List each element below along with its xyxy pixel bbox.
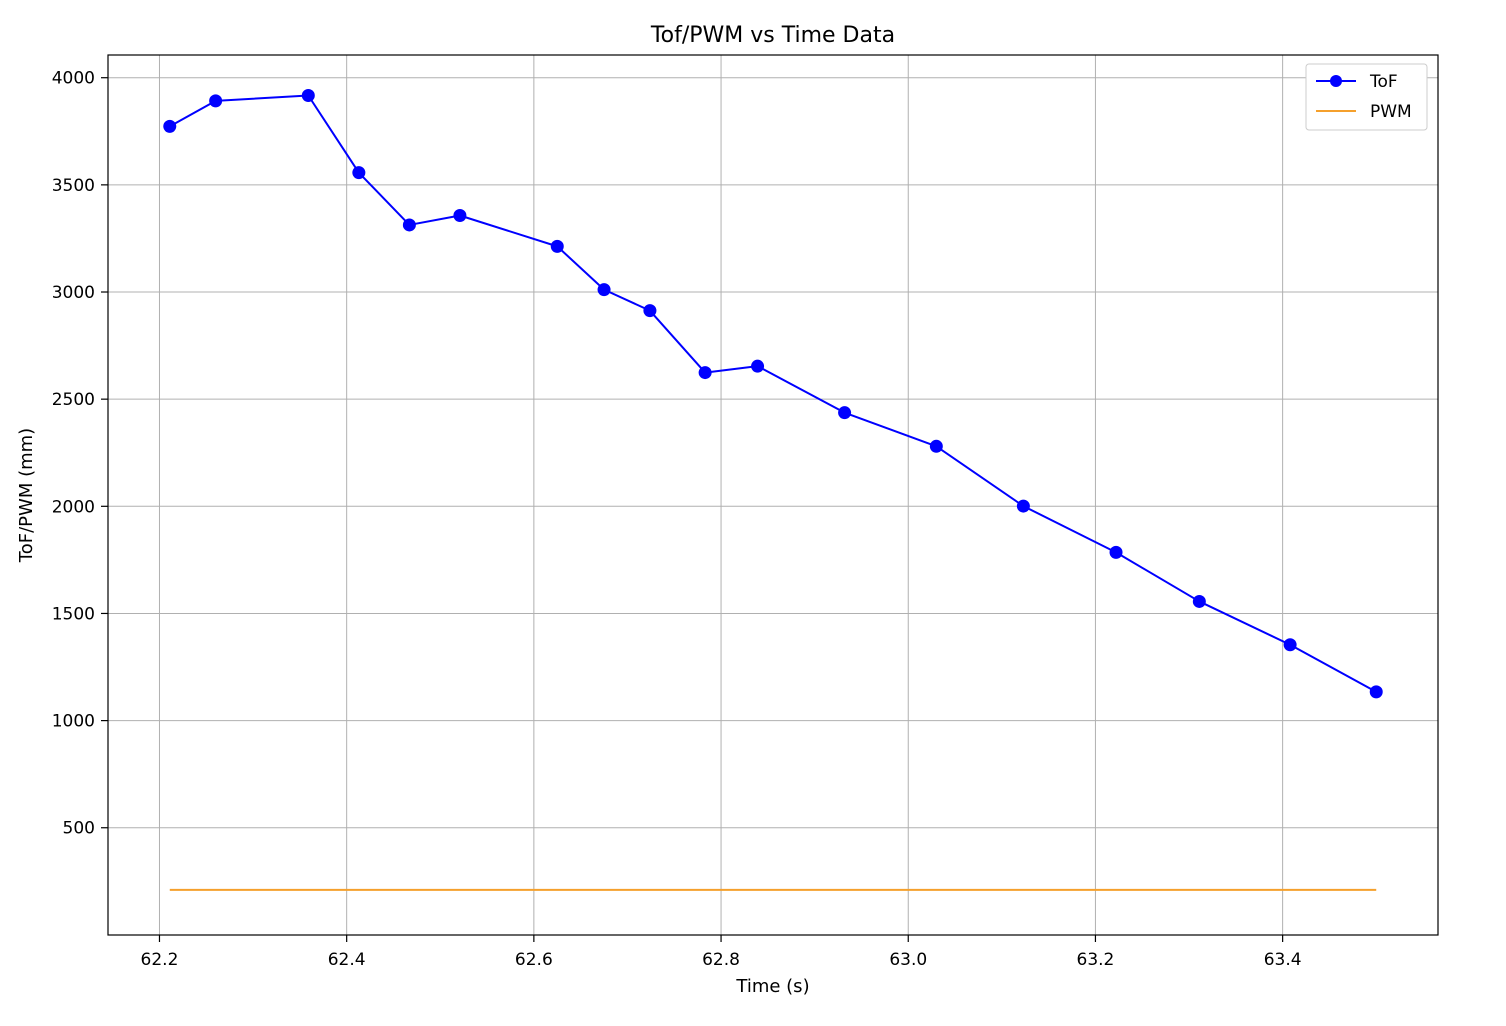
data-point-tof [597,283,611,297]
chart-title: Tof/PWM vs Time Data [650,23,895,48]
x-tick-label: 63.2 [1077,950,1115,970]
y-tick-label: 4000 [52,69,95,89]
x-tick-label: 62.2 [141,950,179,970]
legend: ToF PWM [1305,63,1428,131]
data-point-tof [402,218,416,232]
data-point-tof [751,359,765,373]
data-point-tof [643,304,657,318]
legend-marker-tof [1330,75,1342,87]
data-point-tof [301,89,315,102]
y-tick-label: 2000 [52,497,95,517]
x-axis-label: Time (s) [735,976,809,997]
plot-area-background [108,55,1438,935]
legend-label-tof: ToF [1369,72,1398,92]
y-axis-label: ToF/PWM (mm) [16,428,37,563]
grid [108,55,1438,935]
x-tick-label: 63.4 [1264,950,1302,970]
series-line-tof [169,94,1377,693]
data-point-tof [838,406,852,420]
x-tick-label: 63.0 [889,950,927,970]
x-tick-label: 62.6 [515,950,553,970]
data-point-tof [163,119,177,133]
legend-label-pwm: PWM [1370,102,1412,122]
y-tick-label: 2500 [52,390,95,410]
data-point-tof [929,439,943,453]
data-point-tof [698,366,712,380]
data-point-tof [352,166,366,180]
data-point-tof [1283,638,1297,652]
y-tick-label: 1500 [52,604,95,624]
data-point-tof [1016,499,1030,513]
y-tick-label: 1000 [52,712,95,732]
y-tick-label: 3500 [52,176,95,196]
data-point-tof [1192,594,1206,608]
y-tick-label: 500 [63,819,95,839]
series-layer [163,89,1383,891]
data-point-tof [550,239,564,253]
x-tick-label: 62.4 [328,950,366,970]
plot-frame [107,54,1439,936]
ticks: 62.2 62.4 62.6 62.8 63.0 63.2 63.4 500 1000 1500 2… [52,69,1302,970]
data-point-tof [209,94,223,108]
y-tick-label: 3000 [52,283,95,303]
data-point-tof [453,209,467,223]
x-tick-label: 62.8 [702,950,740,970]
data-point-tof [1109,545,1123,559]
data-point-tof [1369,685,1383,699]
